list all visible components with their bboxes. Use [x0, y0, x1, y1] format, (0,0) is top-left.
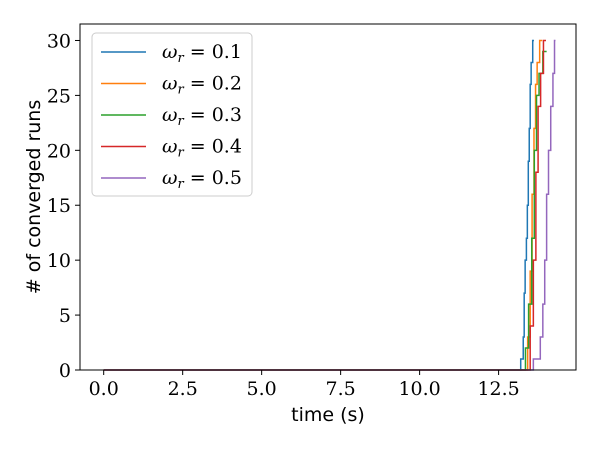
legend-label-5: ωr = 0.5 [162, 167, 242, 192]
plot-frame [79, 23, 577, 371]
y-tick-label: 10 [47, 250, 71, 272]
y-tick-label: 5 [59, 305, 71, 327]
x-tick-label: 7.5 [326, 378, 356, 400]
y-tick-label: 0 [59, 360, 71, 382]
legend-box [91, 32, 253, 197]
y-tick-label: 25 [47, 85, 71, 107]
x-axis: 0.0 2.5 5.0 7.5 10.0 12.5 [89, 370, 520, 400]
x-axis-label: time (s) [291, 404, 365, 426]
x-tick-label: 5.0 [247, 378, 277, 400]
y-tick-label: 30 [47, 30, 71, 52]
x-tick-label: 2.5 [168, 378, 198, 400]
x-tick-label: 10.0 [398, 378, 440, 400]
x-tick-label: 12.5 [477, 378, 519, 400]
y-tick-label: 15 [47, 195, 71, 217]
legend: ωr = 0.1 ωr = 0.2 ωr = 0.3 ωr = 0.4 ωr = 0.5 [91, 32, 253, 197]
y-axis: 0 5 10 15 20 25 30 [47, 30, 80, 382]
legend-label-3: ωr = 0.3 [162, 104, 242, 129]
series-line-1 [103, 39, 534, 371]
legend-label-2: ωr = 0.2 [162, 73, 242, 98]
series-layer [103, 39, 556, 371]
series-line-5 [103, 39, 556, 371]
x-tick-label: 0.0 [89, 378, 119, 400]
y-axis-label: # of converged runs [23, 100, 45, 294]
legend-label-4: ωr = 0.4 [162, 136, 242, 161]
series-line-4 [103, 39, 546, 371]
y-tick-label: 20 [47, 140, 71, 162]
legend-label-1: ωr = 0.1 [162, 41, 242, 66]
